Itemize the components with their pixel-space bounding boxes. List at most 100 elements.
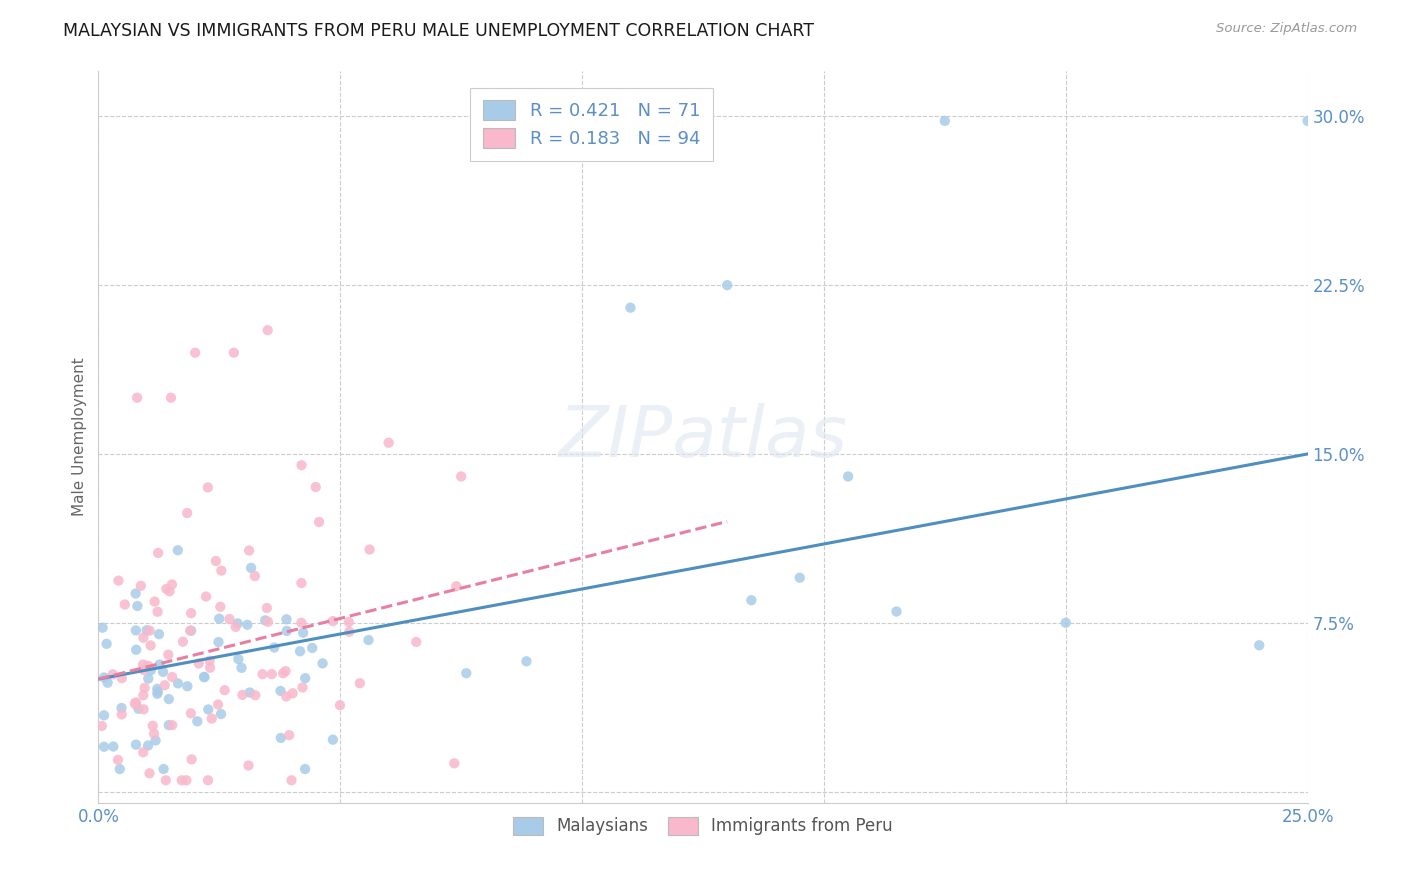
Point (270, 684, 292, 698)
Point (146, 687, 169, 701)
Point (201, 712, 224, 726)
Point (305, 480, 328, 494)
Point (225, 620, 247, 634)
Y-axis label: Male Unemployment: Male Unemployment (72, 358, 87, 516)
Point (103, 739, 125, 754)
Point (187, 657, 209, 671)
Point (132, 689, 155, 703)
Point (193, 670, 215, 684)
Point (263, 640, 285, 655)
Point (145, 733, 167, 747)
Point (226, 616, 249, 631)
Point (160, 577, 183, 591)
Text: ZIPatlas: ZIPatlas (558, 402, 848, 472)
Point (207, 635, 229, 649)
Point (157, 692, 180, 706)
Point (198, 661, 221, 675)
Point (172, 634, 194, 648)
Point (446, 579, 468, 593)
Point (218, 612, 240, 626)
Point (405, 635, 427, 649)
Point (322, 614, 344, 628)
Point (281, 686, 304, 700)
Point (135, 624, 157, 638)
Point (294, 671, 316, 685)
Point (290, 576, 312, 591)
Point (111, 671, 134, 685)
Point (148, 627, 170, 641)
Point (129, 579, 152, 593)
Point (127, 391, 149, 405)
Point (254, 614, 277, 628)
Point (337, 624, 360, 639)
Point (292, 625, 315, 640)
Point (288, 644, 311, 658)
Point (146, 605, 169, 619)
Point (1054, 615, 1077, 630)
Point (159, 584, 181, 599)
Point (359, 542, 381, 557)
Point (93, 708, 115, 723)
Point (170, 773, 193, 788)
Point (132, 631, 155, 645)
Point (308, 515, 330, 529)
Point (450, 469, 472, 483)
Point (1249, 638, 1271, 652)
Point (207, 698, 229, 712)
Point (179, 624, 201, 638)
Point (132, 657, 155, 672)
Point (138, 766, 160, 780)
Point (322, 732, 344, 747)
Point (136, 672, 159, 686)
Point (127, 702, 149, 716)
Point (132, 702, 155, 716)
Point (125, 738, 148, 752)
Point (209, 599, 232, 614)
Point (142, 719, 165, 733)
Point (152, 665, 174, 679)
Point (456, 666, 478, 681)
Point (271, 666, 294, 681)
Point (157, 648, 180, 662)
Point (238, 758, 260, 772)
Point (716, 278, 738, 293)
Point (274, 664, 297, 678)
Point (260, 667, 283, 681)
Point (789, 571, 811, 585)
Legend: Malaysians, Immigrants from Peru: Malaysians, Immigrants from Peru (506, 810, 900, 842)
Point (90, 719, 112, 733)
Point (125, 696, 148, 710)
Point (357, 633, 380, 648)
Point (243, 569, 266, 583)
Point (96, 637, 118, 651)
Point (740, 593, 762, 607)
Point (139, 663, 162, 677)
Point (114, 598, 136, 612)
Point (107, 574, 129, 588)
Point (294, 762, 316, 776)
Point (236, 617, 259, 632)
Point (270, 731, 292, 745)
Point (149, 657, 172, 672)
Point (280, 773, 302, 788)
Point (124, 696, 146, 710)
Point (125, 624, 148, 638)
Point (108, 762, 131, 776)
Point (134, 681, 156, 695)
Point (160, 670, 183, 684)
Point (337, 615, 360, 629)
Text: MALAYSIAN VS IMMIGRANTS FROM PERU MALE UNEMPLOYMENT CORRELATION CHART: MALAYSIAN VS IMMIGRANTS FROM PERU MALE U… (63, 22, 814, 40)
Point (231, 688, 253, 702)
Point (290, 458, 312, 473)
Point (186, 714, 208, 729)
Point (619, 301, 641, 315)
Point (110, 701, 132, 715)
Point (143, 726, 166, 740)
Point (443, 756, 465, 771)
Point (125, 642, 148, 657)
Point (198, 654, 221, 668)
Point (138, 659, 160, 673)
Point (97, 675, 120, 690)
Point (176, 679, 198, 693)
Point (93, 739, 115, 754)
